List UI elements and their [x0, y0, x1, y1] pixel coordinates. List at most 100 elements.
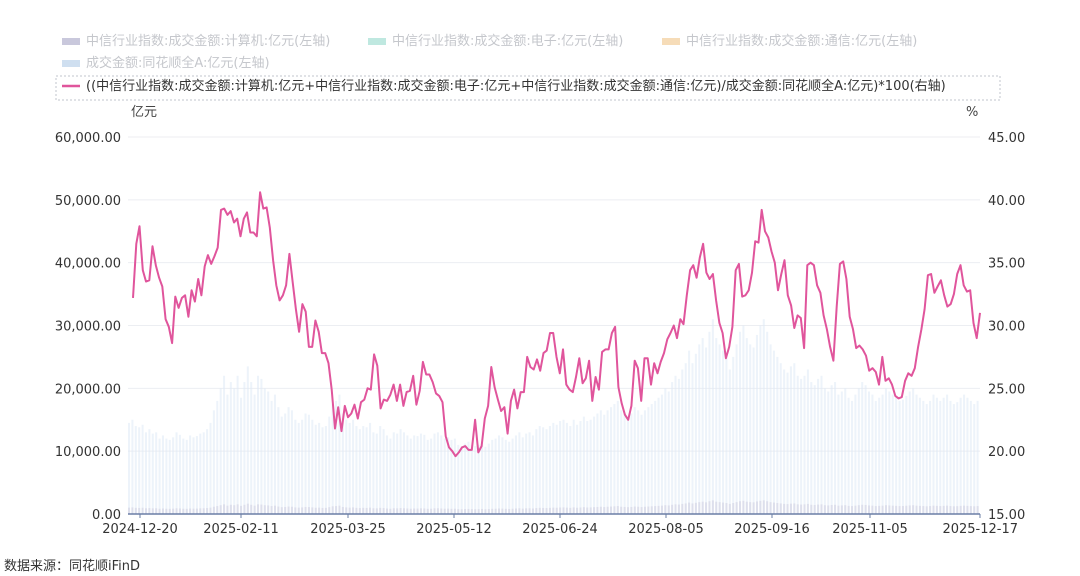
total-turnover-bar	[834, 382, 837, 514]
sector-turnover-bar	[426, 508, 429, 514]
sector-turnover-bar	[664, 505, 667, 514]
sector-turnover-bar	[555, 507, 558, 514]
legend-label-4[interactable]: ((中信行业指数:成交金额:计算机:亿元+中信行业指数:成交金额:电子:亿元+中…	[86, 78, 946, 94]
total-turnover-bar	[823, 388, 826, 514]
total-turnover-bar	[246, 366, 249, 514]
total-turnover-bar	[175, 432, 178, 514]
sector-turnover-bar	[959, 505, 962, 514]
total-turnover-bar	[192, 437, 195, 514]
legend-label-1[interactable]: 中信行业指数:成交金额:电子:亿元(左轴)	[392, 33, 623, 49]
total-turnover-bar	[922, 400, 925, 514]
sector-turnover-bar	[369, 507, 372, 514]
sector-turnover-bar	[307, 507, 310, 514]
total-turnover-bar	[555, 424, 558, 514]
sector-turnover-bar	[735, 502, 738, 514]
legend-swatch-0	[62, 38, 80, 45]
total-turnover-bar	[701, 338, 704, 514]
sector-turnover-bar	[939, 506, 942, 514]
total-turnover-bar	[195, 436, 198, 514]
sector-turnover-bar	[657, 505, 660, 514]
legend-label-3[interactable]: 成交金额:同花顺全A:亿元(左轴)	[86, 55, 270, 71]
sector-turnover-bar	[593, 507, 596, 514]
sector-turnover-bar	[745, 501, 748, 514]
legend-label-0[interactable]: 中信行业指数:成交金额:计算机:亿元(左轴)	[86, 33, 330, 49]
sector-turnover-bar	[470, 509, 473, 514]
sector-turnover-bar	[256, 504, 260, 514]
total-turnover-bar	[331, 404, 334, 514]
sector-turnover-bar	[457, 509, 460, 514]
sector-turnover-bar	[280, 507, 283, 514]
total-turnover-bar	[433, 433, 436, 514]
sector-turnover-bar	[925, 506, 928, 514]
sector-turnover-bar	[199, 508, 202, 514]
total-turnover-bar	[260, 378, 263, 514]
total-turnover-bar	[464, 443, 467, 514]
sector-turnover-bar	[847, 505, 850, 514]
sector-turnover-bar	[409, 508, 412, 514]
total-turnover-bar	[705, 347, 708, 514]
total-turnover-bar	[728, 369, 731, 514]
sector-turnover-bar	[518, 508, 521, 514]
total-turnover-bar	[131, 419, 134, 514]
total-turnover-bar	[667, 391, 670, 514]
sector-turnover-bar	[399, 508, 402, 514]
sector-turnover-bar	[755, 501, 759, 514]
total-turnover-bar	[514, 435, 518, 514]
sector-turnover-bar	[963, 505, 966, 514]
sector-turnover-bar	[423, 508, 426, 514]
total-turnover-bar	[749, 344, 752, 514]
sector-turnover-bar	[521, 508, 524, 514]
total-turnover-bar	[440, 435, 443, 514]
total-turnover-bar	[487, 443, 490, 514]
sector-turnover-bar	[772, 502, 775, 514]
total-turnover-bar	[606, 410, 609, 514]
sector-turnover-bar	[671, 504, 674, 514]
total-turnover-bar	[874, 400, 877, 514]
sector-turnover-bar	[952, 506, 955, 514]
sector-turnover-bar	[528, 508, 531, 514]
total-turnover-bar	[297, 422, 300, 514]
sector-turnover-bar	[840, 505, 843, 514]
sector-turnover-bar	[681, 503, 684, 514]
line-layer	[132, 191, 981, 458]
sector-turnover-bar	[576, 507, 579, 514]
total-turnover-bar	[759, 325, 762, 514]
total-turnover-bar	[328, 416, 331, 514]
total-turnover-bar	[348, 422, 351, 514]
sector-turnover-bar	[888, 505, 891, 514]
total-turnover-bar	[229, 382, 232, 514]
total-turnover-bar	[416, 436, 419, 514]
total-turnover-bar	[382, 429, 385, 514]
total-turnover-bar	[525, 433, 528, 514]
sector-turnover-bar	[603, 507, 606, 514]
total-turnover-bar	[959, 397, 962, 514]
total-turnover-bar	[905, 395, 908, 514]
sector-turnover-bar	[382, 508, 385, 514]
sector-turnover-bar	[640, 507, 643, 514]
total-turnover-bar	[335, 400, 338, 514]
total-turnover-bar	[742, 325, 745, 514]
total-turnover-bar	[871, 394, 874, 514]
sector-turnover-bar	[413, 508, 416, 514]
total-turnover-bar	[596, 413, 599, 514]
sector-turnover-bar	[501, 508, 504, 514]
total-turnover-bar	[158, 438, 161, 514]
sector-turnover-bar	[301, 507, 304, 514]
total-turnover-bar	[304, 413, 307, 514]
sector-turnover-bar	[837, 505, 840, 514]
legend-label-2[interactable]: 中信行业指数:成交金额:通信:亿元(左轴)	[686, 33, 917, 49]
total-turnover-bar	[178, 434, 181, 514]
sector-turnover-bar	[318, 507, 321, 514]
sector-turnover-bar	[827, 505, 830, 514]
total-turnover-bar	[963, 394, 966, 514]
sector-turnover-bar	[321, 507, 324, 514]
legend: 中信行业指数:成交金额:计算机:亿元(左轴) 中信行业指数:成交金额:电子:亿元(…	[55, 33, 1001, 101]
total-turnover-bar	[372, 432, 375, 514]
total-turnover-bar	[817, 378, 820, 514]
sector-turnover-bar	[348, 507, 351, 514]
right-axis-ticks: 15.00 20.00 25.00 30.00 35.00 40.00 45.00	[988, 131, 1025, 523]
total-turnover-bar	[793, 363, 796, 514]
sector-turnover-bar	[742, 500, 745, 514]
total-turnover-bar	[783, 369, 786, 514]
total-turnover-bar	[854, 394, 857, 514]
